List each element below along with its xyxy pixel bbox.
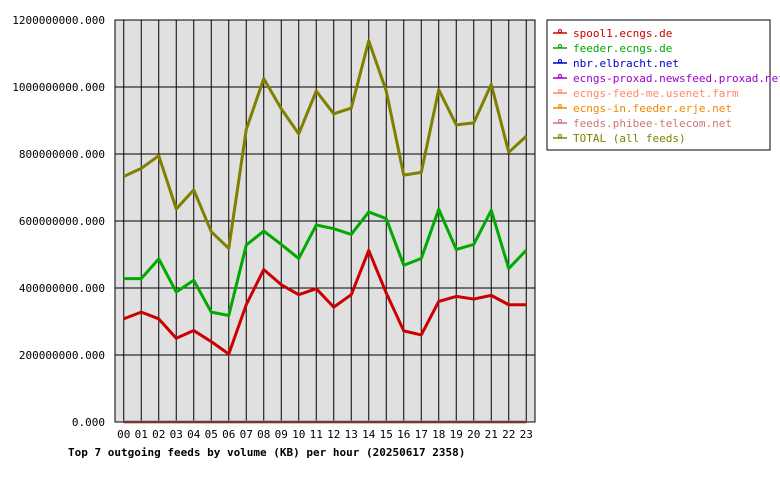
series-line-7: [123, 39, 528, 250]
series-line-0: [123, 248, 527, 356]
legend-box: [546, 19, 771, 151]
x-tick-label: 13: [345, 428, 358, 441]
legend-marker: [558, 89, 562, 93]
y-tick-label: 0.000: [72, 416, 105, 429]
legend-label: ecngs-feed-me.usenet.farm: [573, 87, 739, 100]
x-tick-label: 04: [187, 428, 201, 441]
y-axis-ticks: 0.000 200000000.000 400000000.000 600000000…: [12, 14, 105, 429]
legend-marker: [558, 104, 562, 108]
grid-lines: [115, 19, 535, 423]
plot-border: [114, 19, 536, 423]
legend-label: ecngs-in.feeder.erje.net: [573, 102, 732, 115]
x-tick-label: 10: [292, 428, 305, 441]
legend-marker: [558, 59, 562, 63]
x-tick-label: 00: [117, 428, 130, 441]
x-tick-label: 06: [222, 428, 235, 441]
y-tick-label: 1000000000.000: [12, 81, 105, 94]
series-line-1: [123, 207, 528, 317]
legend-label: spool1.ecngs.de: [573, 27, 672, 40]
x-tick-label: 17: [415, 428, 428, 441]
x-tick-label: 11: [310, 428, 323, 441]
x-axis-ticks: 00 01 02 03 04 05 06 07 08 09 10 11 12 13 14 15 16 17 18 19…: [117, 428, 533, 441]
x-tick-label: 01: [135, 428, 148, 441]
x-tick-label: 19: [450, 428, 463, 441]
x-tick-label: 02: [152, 428, 165, 441]
legend-marker: [558, 29, 562, 33]
x-tick-label: 12: [327, 428, 340, 441]
x-tick-label: 15: [380, 428, 393, 441]
legend-marker: [558, 134, 562, 138]
legend-label: feeds.phibee-telecom.net: [573, 117, 732, 130]
legend-marker: [558, 74, 562, 78]
x-tick-label: 23: [520, 428, 533, 441]
legend-label: TOTAL (all feeds): [573, 132, 686, 145]
y-tick-label: 1200000000.000: [12, 14, 105, 27]
legend-label: feeder.ecngs.de: [573, 42, 672, 55]
x-tick-label: 21: [485, 428, 498, 441]
x-tick-label: 08: [257, 428, 270, 441]
legend: spool1.ecngs.de feeder.ecngs.de nbr.elbrac…: [546, 19, 780, 151]
x-tick-label: 05: [205, 428, 218, 441]
x-tick-label: 14: [362, 428, 376, 441]
x-tick-label: 16: [397, 428, 410, 441]
x-tick-label: 22: [502, 428, 515, 441]
y-tick-label: 600000000.000: [19, 215, 105, 228]
y-tick-label: 800000000.000: [19, 148, 105, 161]
y-tick-label: 200000000.000: [19, 349, 105, 362]
legend-label: nbr.elbracht.net: [573, 57, 679, 70]
chart-title: Top 7 outgoing feeds by volume (KB) per …: [68, 446, 465, 459]
legend-marker: [558, 44, 562, 48]
legend-label: ecngs-proxad.newsfeed.proxad.net: [573, 72, 780, 85]
x-tick-label: 18: [432, 428, 445, 441]
x-tick-label: 07: [240, 428, 253, 441]
x-tick-label: 20: [467, 428, 480, 441]
x-tick-label: 09: [275, 428, 288, 441]
x-tick-label: 03: [170, 428, 183, 441]
legend-marker: [558, 119, 562, 123]
y-tick-label: 400000000.000: [19, 282, 105, 295]
